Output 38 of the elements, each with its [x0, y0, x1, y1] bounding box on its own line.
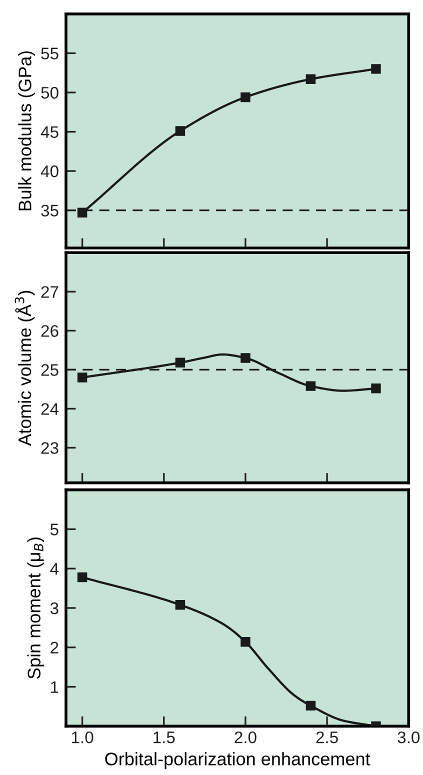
- y-tick-label: 3: [50, 602, 58, 614]
- y-tick-label: 27: [41, 286, 58, 298]
- y-tick-label: 1: [51, 681, 58, 693]
- y-tick-label: 55: [41, 48, 58, 60]
- y-tick-label: 2: [50, 642, 58, 654]
- y-tick-label: 50: [41, 86, 58, 99]
- point: [240, 92, 250, 102]
- y-tick-label: 5: [50, 524, 58, 536]
- point: [77, 372, 88, 382]
- x-tick-label: 2.5: [316, 731, 338, 744]
- point: [175, 600, 186, 610]
- y-tick-label: 35: [41, 204, 58, 217]
- point: [371, 384, 381, 394]
- y-tick-label: 40: [40, 165, 58, 178]
- point: [77, 208, 88, 218]
- point: [306, 700, 316, 711]
- y-axis-title: Bulk modulus (GPa): [18, 51, 35, 210]
- x-tick-label: 3.0: [398, 731, 420, 744]
- point: [240, 637, 250, 647]
- y-axis-title: Spin moment (μ$_{B}$): [27, 538, 44, 679]
- y-axis-title: Atomic volume (Å$^{3}$): [14, 290, 35, 446]
- point: [371, 64, 381, 74]
- x-tick-label: 2.0: [234, 731, 256, 744]
- y-tick-label: 45: [40, 126, 58, 138]
- point: [306, 74, 316, 84]
- x-axis-title: Orbital-polarization enhancement: [105, 752, 370, 769]
- x-tick-label: 1.5: [154, 732, 175, 744]
- point: [175, 126, 186, 136]
- y-tick-label: 4: [50, 563, 59, 575]
- y-tick-label: 23: [41, 442, 58, 454]
- point: [77, 572, 88, 582]
- point: [175, 358, 186, 368]
- point: [240, 353, 250, 363]
- x-tick-label: 1.0: [72, 731, 94, 744]
- y-tick-label: 24: [41, 403, 59, 415]
- y-tick-label: 26: [41, 325, 58, 337]
- point: [306, 381, 316, 391]
- y-tick-label: 25: [41, 364, 58, 376]
